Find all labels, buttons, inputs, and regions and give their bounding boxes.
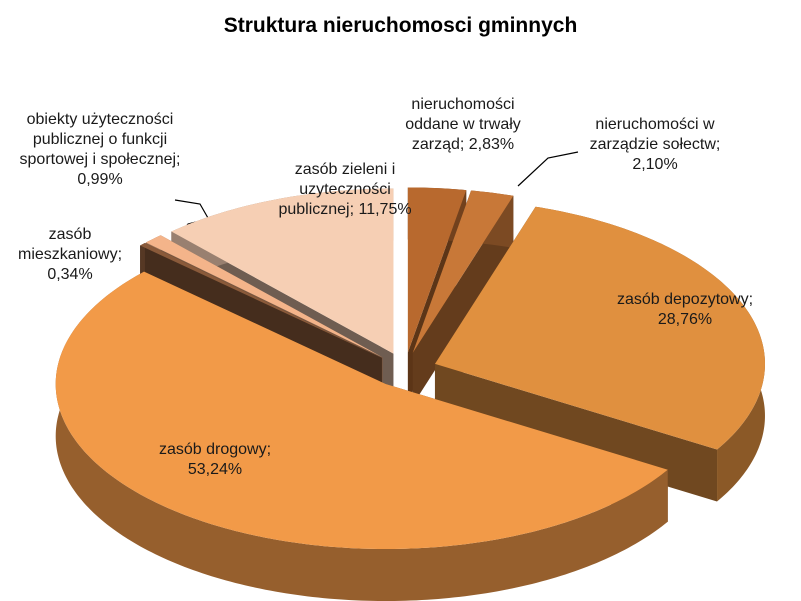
slice [145, 235, 383, 358]
leader-line [174, 199, 209, 219]
data-label: nieruchomości oddane w trwały zarząd; 2,… [405, 96, 521, 153]
chart-title: Struktura nieruchomosci gminnych [223, 14, 578, 37]
slice [140, 242, 382, 358]
data-label: zasób depozytowy; 28,76% [616, 291, 754, 328]
slice [434, 206, 765, 450]
leader-line [517, 151, 579, 187]
data-label: obiekty użyteczności publicznej o funkcj… [19, 111, 181, 188]
slice [171, 188, 394, 354]
slice [407, 187, 467, 353]
slice [55, 271, 668, 550]
slice-side [412, 195, 514, 405]
pie [55, 187, 765, 601]
data-label: zasób drogowy; 53,24% [158, 441, 272, 478]
slice [412, 190, 514, 353]
data-label: zasób mieszkaniowy; 0,34% [17, 226, 123, 283]
data-label: nieruchomości w zarządzie sołectw; 2,10% [589, 116, 721, 173]
data-label: zasób zieleni i uzyteczności publicznej;… [278, 161, 412, 218]
